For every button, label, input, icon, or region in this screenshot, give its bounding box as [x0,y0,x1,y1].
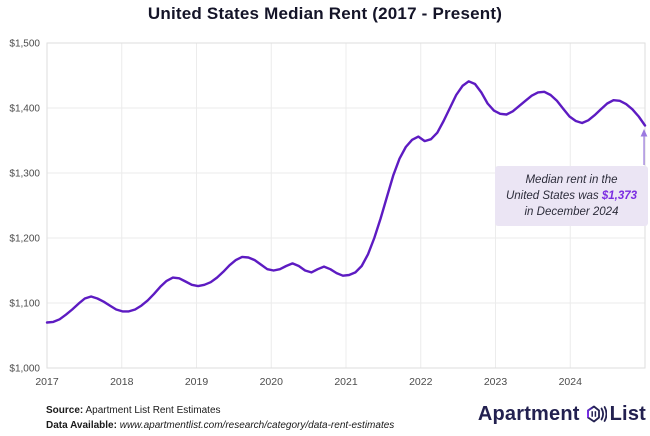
annotation-highlight-value: $1,373 [601,189,638,202]
y-tick-label: $1,100 [9,299,40,310]
y-tick-label: $1,300 [9,169,40,180]
annotation-arrowhead [640,129,648,137]
x-tick-label: 2019 [185,376,209,388]
source-label: Source: [46,405,84,416]
logo-word-apartment: Apartment [477,402,580,425]
logo-word-list: List [609,402,646,425]
footer: Source: Apartment List Rent Estimates Da… [46,403,394,433]
chart-title: United States Median Rent (2017 - Presen… [147,4,503,23]
x-tick-label: 2023 [484,376,508,388]
annotation-line2: United States was $1,373 [505,189,638,202]
x-tick-label: 2021 [334,376,358,388]
y-tick-label: $1,200 [9,234,40,245]
apartment-list-logo-icon [586,405,607,423]
data-available-label: Data Available: [46,420,117,431]
x-tick-label: 2022 [409,376,433,388]
x-tick-label: 2024 [559,376,583,388]
apartment-list-logo: Apartment List [478,401,646,427]
data-available-line: Data Available: www.apartmentlist.com/re… [46,418,394,433]
x-tick-label: 2018 [110,376,134,388]
y-tick-label: $1,000 [9,364,40,375]
annotation-line3: in December 2024 [524,206,619,219]
y-tick-label: $1,400 [9,104,40,115]
annotation-line1: Median rent in the [525,173,618,186]
x-tick-label: 2017 [35,376,59,388]
source-line: Source: Apartment List Rent Estimates [46,403,394,418]
annotation-callout: Median rent in the United States was $1,… [495,166,648,226]
data-available-url: www.apartmentlist.com/research/category/… [116,420,395,431]
y-tick-label: $1,500 [9,39,40,50]
x-tick-label: 2020 [260,376,284,388]
source-text: Apartment List Rent Estimates [83,405,221,416]
median-rent-line [45,80,647,324]
